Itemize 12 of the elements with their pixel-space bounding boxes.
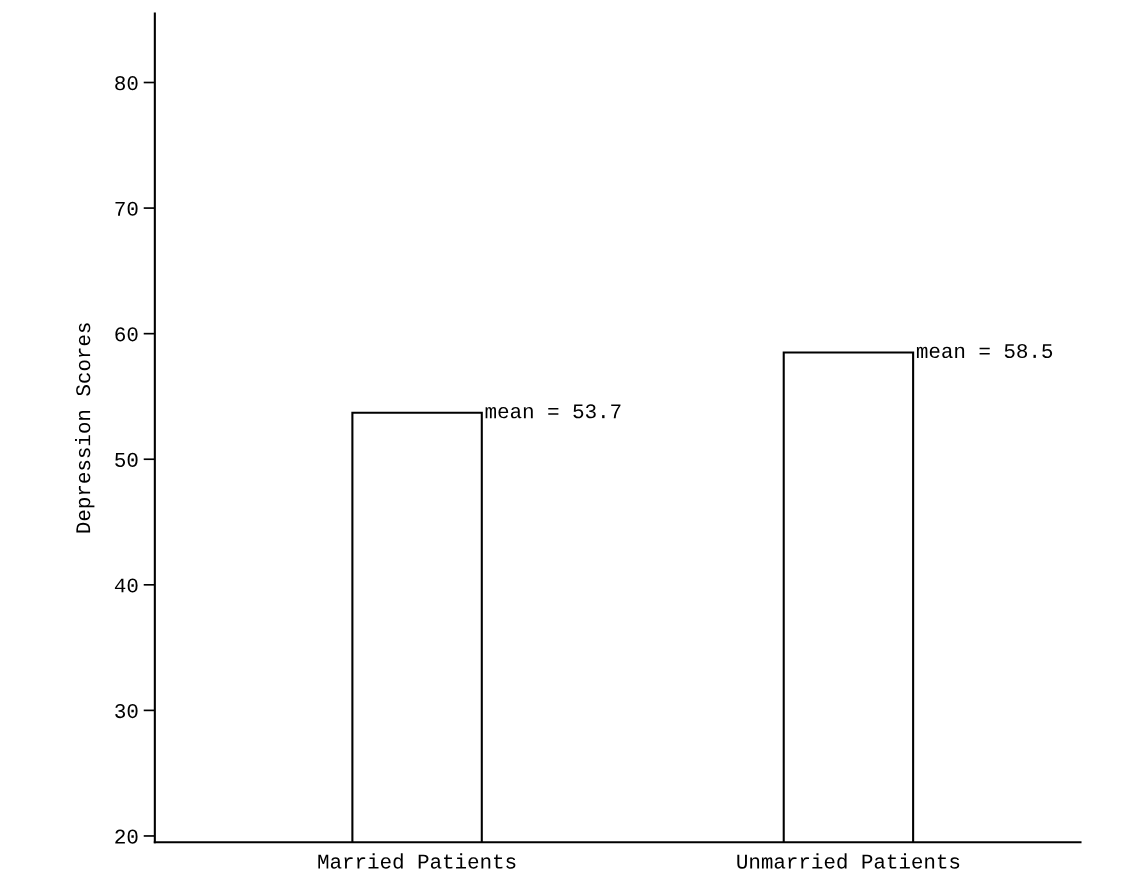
y-tick-label: 40 [114, 578, 138, 593]
y-tick-label: 50 [115, 452, 138, 467]
y-tick-label: 20 [115, 829, 138, 844]
y-tick-label: 30 [115, 704, 138, 719]
y-axis-title: Depression Scores [74, 323, 95, 533]
annotation: mean = 53.7 [485, 404, 621, 419]
y-tick-label: 80 [115, 76, 138, 91]
y-tick-label: 70 [115, 201, 138, 216]
x-tick-label: Married Patients [318, 853, 516, 869]
y-tick-label: 60 [115, 327, 138, 342]
annotation: mean = 58.5 [916, 343, 1053, 359]
x-tick-label: Unmarried Patients [737, 853, 960, 869]
